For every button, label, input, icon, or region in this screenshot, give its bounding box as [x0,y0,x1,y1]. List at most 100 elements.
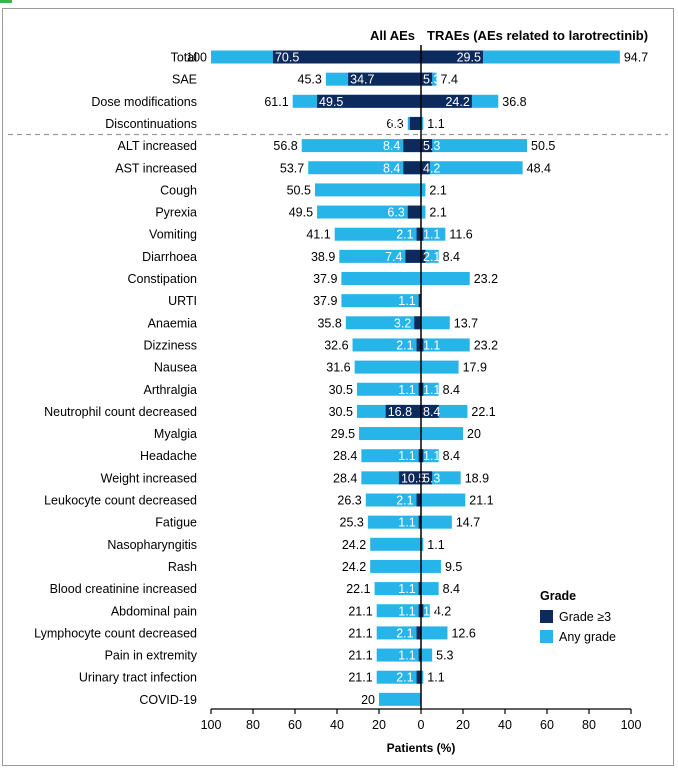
bar-all-g3-abdominal-pain [418,604,421,618]
value-all-g3-pyrexia: 6.3 [387,206,404,220]
bar-all-any-urti [341,294,421,308]
value-tr-any-arthralgia: 8.4 [443,383,460,397]
x-axis: 100 80 60 40 20 0 20 40 60 80 100 [8,45,668,732]
bar-all-any-leukocyte-count-decreased [365,493,421,507]
bar-tr-any-fatigue [421,515,452,529]
bar-all-any-dizziness [352,338,421,352]
value-tr-any-abdominal-pain: 4.2 [434,604,451,618]
value-all-any-rash: 24.2 [342,560,366,574]
value-all-g3-discontinuations: 5.3 [389,117,406,131]
category-label-myalgia: Myalgia [154,427,197,441]
bar-tr-g3-ast-increased [421,161,430,175]
value-tr-g3-abdominal-pain: 1.1 [423,604,440,618]
value-all-any-cough: 50.5 [287,183,311,197]
value-labels: 100 70.5 94.729.545.3 34.7 7.45.361.1 49.5 36.… [186,51,648,707]
value-all-g3-neutrophil-count-decreased: 16.8 [388,405,412,419]
category-label-vomiting: Vomiting [149,228,197,242]
bar-all-any-lymphocyte-count-decreased [376,626,421,640]
figure-frame [2,8,674,766]
value-all-g3-ast-increased: 8.4 [383,161,400,175]
value-tr-g3-dizziness: 1.1 [423,338,440,352]
value-tr-any-blood-creatinine-increased: 8.4 [443,582,460,596]
legend-title: Grade [540,589,576,603]
value-all-any-ast-increased: 53.7 [280,161,304,175]
bar-all-any-vomiting [334,227,421,241]
bar-all-g3-diarrhoea [405,249,421,263]
category-label-blood-creatinine-increased: Blood creatinine increased [50,582,197,596]
bar-tr-any-lymphocyte-count-decreased [421,626,448,640]
value-tr-any-neutrophil-count-decreased: 22.1 [471,405,495,419]
value-all-g3-weight-increased: 10.5 [401,471,425,485]
bar-all-g3-total [272,50,421,64]
bar-all-any-constipation [341,272,421,285]
bar-tr-g3-dose-modifications [421,94,472,108]
x-tick-label: 60 [540,718,554,732]
bar-all-any-ast-increased [308,161,421,175]
legend-label-any: Any grade [559,630,616,644]
value-tr-any-urinary-tract-infection: 1.1 [427,671,444,685]
bar-tr-any-rash [421,559,441,573]
value-all-any-constipation: 37.9 [313,272,337,286]
category-label-rash: Rash [168,560,197,574]
value-tr-any-headache: 8.4 [443,449,460,463]
value-all-any-dose-modifications: 61.1 [264,95,288,109]
legend-label-grade3: Grade ≥3 [559,610,611,624]
bar-tr-g3-neutrophil-count-decreased [421,404,439,418]
value-tr-any-anaemia: 13.7 [454,316,478,330]
x-tick-label: 100 [621,718,642,732]
bar-all-any-fatigue [367,515,421,529]
value-tr-any-total: 94.7 [624,51,648,65]
value-all-g3-fatigue: 1.1 [398,516,415,530]
value-tr-any-discontinuations: 1.1 [427,117,444,131]
category-label-alt-increased: ALT increased [118,139,197,153]
value-all-any-sae: 45.3 [298,73,322,87]
bar-tr-any-anaemia [421,316,450,330]
x-tick-label: 20 [372,718,386,732]
bars-layer [211,50,620,706]
bar-all-any-pain-in-extremity [376,648,421,662]
x-tick-label: 80 [582,718,596,732]
value-tr-any-nausea: 17.9 [463,361,487,375]
x-axis-label: Patients (%) [387,741,456,755]
bar-tr-any-vomiting [421,227,446,241]
value-tr-any-cough: 2.1 [429,183,446,197]
category-label-leukocyte-count-decreased: Leukocyte count decreased [44,494,197,508]
legend: Grade Grade ≥3 Any grade [540,589,616,644]
bar-all-g3-discontinuations [409,116,421,130]
bar-tr-g3-vomiting [421,227,424,241]
bar-all-g3-dose-modifications [317,94,421,108]
bar-all-any-myalgia [359,427,421,441]
bar-tr-any-ast-increased [421,161,523,175]
category-label-headache: Headache [140,449,197,463]
value-all-any-lymphocyte-count-decreased: 21.1 [348,626,372,640]
bar-tr-any-pyrexia [421,205,426,219]
value-all-g3-vomiting: 2.1 [396,228,413,242]
value-all-g3-urti: 1.1 [398,294,415,308]
bar-all-any-covid-19 [379,692,421,706]
bar-tr-any-cough [421,183,426,197]
value-all-any-headache: 28.4 [333,449,357,463]
bar-tr-any-headache [421,449,439,463]
value-all-any-dizziness: 32.6 [324,338,348,352]
value-all-g3-total: 70.5 [275,51,299,65]
category-label-pyrexia: Pyrexia [155,206,197,220]
bar-all-g3-urti [418,294,421,308]
bar-all-any-blood-creatinine-increased [374,582,421,596]
bar-tr-g3-diarrhoea [421,249,426,263]
legend-swatch-any [540,630,553,643]
value-all-any-urinary-tract-infection: 21.1 [348,671,372,685]
category-label-dizziness: Dizziness [144,338,198,352]
category-label-diarrhoea: Diarrhoea [142,250,197,264]
bar-all-g3-weight-increased [398,471,421,485]
bar-tr-any-nausea [421,360,459,374]
bar-tr-any-alt-increased [421,139,528,153]
left-panel-title: All AEs [370,28,415,43]
value-all-any-vomiting: 41.1 [306,228,330,242]
value-tr-g3-total: 29.5 [457,51,481,65]
right-panel-title: TRAEs (AEs related to larotrectinib) [427,28,648,43]
value-all-any-total: 100 [186,51,207,65]
bar-all-g3-headache [418,449,421,463]
bar-tr-g3-arthralgia [421,382,424,396]
bar-tr-any-nasopharyngitis [421,537,424,551]
bar-all-any-diarrhoea [339,249,421,263]
